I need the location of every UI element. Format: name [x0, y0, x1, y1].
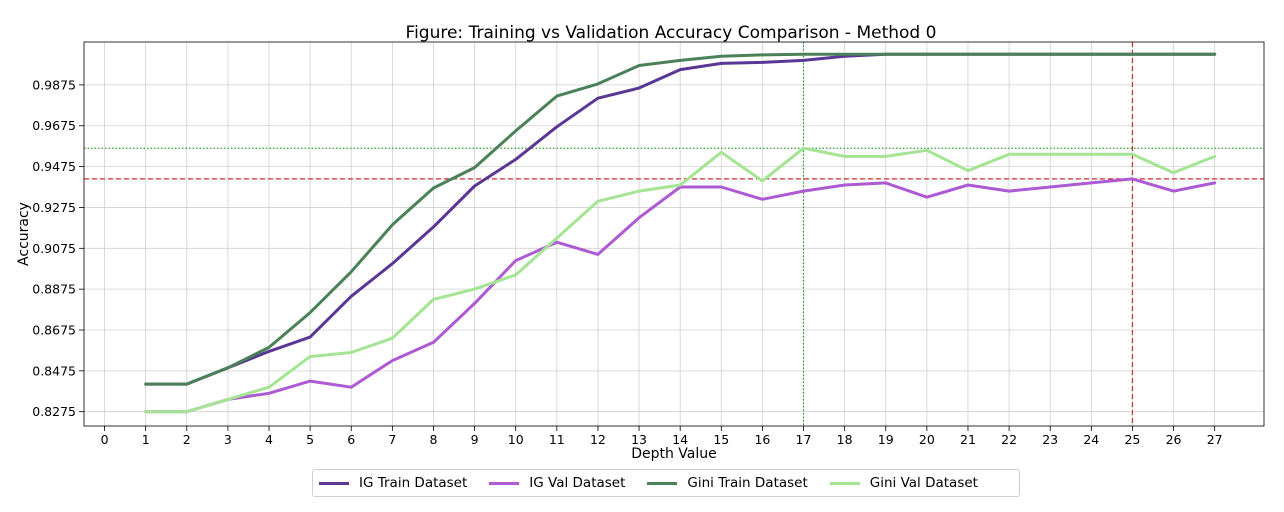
x-tick-label: 18 [837, 432, 853, 447]
x-tick-label: 26 [1166, 432, 1182, 447]
x-tick-label: 15 [713, 432, 729, 447]
x-tick-label: 11 [549, 432, 565, 447]
x-tick-label: 21 [960, 432, 976, 447]
x-tick-label: 7 [388, 432, 396, 447]
legend-swatch [647, 481, 678, 485]
chart-legend: IG Train Dataset IG Val Dataset Gini Train… [312, 469, 1020, 497]
x-tick-label: 1 [142, 432, 150, 447]
y-tick-label: 0.8875 [32, 282, 76, 297]
legend-item: IG Train Dataset [319, 475, 467, 491]
y-axis-ticks: 0.8275 0.8475 0.8675 0.8875 0.9075 0.9275 0.94… [32, 77, 84, 419]
x-tick-label: 27 [1207, 432, 1223, 447]
legend-label: IG Val Dataset [529, 475, 626, 491]
x-tick-label: 24 [1083, 432, 1099, 447]
legend-item: Gini Train Dataset [647, 475, 808, 491]
x-tick-label: 16 [754, 432, 770, 447]
legend-item: IG Val Dataset [489, 475, 625, 491]
y-tick-label: 0.9875 [32, 77, 76, 92]
y-tick-label: 0.9075 [32, 241, 76, 256]
x-tick-label: 22 [1001, 432, 1017, 447]
series-line-gini-val-dataset [144, 146, 1217, 414]
series-line-gini-train-dataset [144, 52, 1217, 386]
y-tick-label: 0.9475 [32, 159, 76, 174]
x-axis-ticks: 0 1 2 3 4 5 6 7 8 9 10 11 12 13 14 15 16 17 18 19 20 21 22 23 24… [101, 426, 1223, 447]
x-tick-label: 10 [508, 432, 524, 447]
x-axis-label: Depth Value [631, 446, 717, 462]
x-tick-label: 25 [1124, 432, 1140, 447]
series-lines [144, 52, 1217, 414]
reference-lines [84, 42, 1264, 426]
grid-lines [84, 42, 1264, 426]
x-tick-label: 20 [919, 432, 935, 447]
legend-label: Gini Train Dataset [687, 475, 808, 491]
chart-title: Figure: Training vs Validation Accuracy … [406, 23, 937, 43]
legend-swatch [319, 481, 349, 485]
legend-swatch [829, 481, 860, 485]
y-tick-label: 0.8475 [32, 363, 76, 378]
x-tick-label: 9 [471, 432, 479, 447]
y-tick-label: 0.9675 [32, 118, 76, 133]
y-tick-label: 0.8275 [32, 404, 76, 419]
x-tick-label: 6 [347, 432, 355, 447]
x-tick-label: 4 [265, 432, 273, 447]
x-tick-label: 13 [631, 432, 647, 447]
x-tick-label: 0 [101, 432, 109, 447]
plot-frame [83, 41, 1265, 427]
y-tick-label: 0.9275 [32, 200, 76, 215]
y-tick-label: 0.8675 [32, 323, 76, 338]
x-tick-label: 2 [183, 432, 191, 447]
legend-item: Gini Val Dataset [829, 475, 978, 491]
x-tick-label: 12 [590, 432, 606, 447]
x-tick-label: 5 [306, 432, 314, 447]
x-tick-label: 19 [878, 432, 894, 447]
y-axis-label: Accuracy [16, 202, 32, 266]
legend-label: Gini Val Dataset [869, 475, 978, 491]
series-line-ig-val-dataset [144, 177, 1217, 414]
x-tick-label: 8 [430, 432, 438, 447]
legend-swatch [489, 481, 520, 485]
legend-label: IG Train Dataset [359, 475, 468, 491]
x-tick-label: 23 [1042, 432, 1058, 447]
x-tick-label: 3 [224, 432, 232, 447]
x-tick-label: 17 [796, 432, 812, 447]
x-tick-label: 14 [672, 432, 688, 447]
